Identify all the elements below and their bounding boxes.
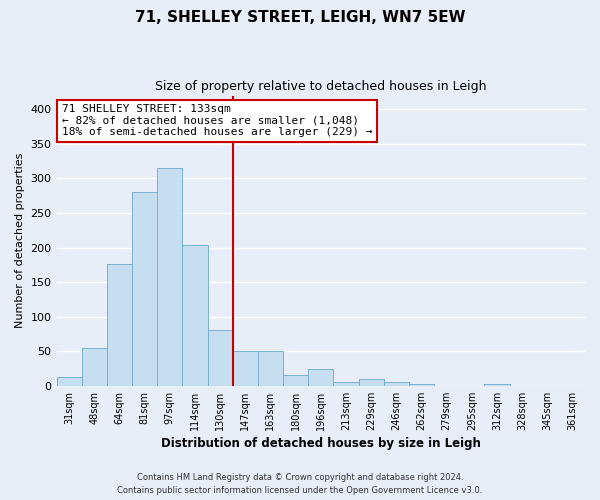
Bar	[182, 245, 208, 386]
Bar	[308, 368, 334, 386]
Text: 71 SHELLEY STREET: 133sqm
← 82% of detached houses are smaller (1,048)
18% of se: 71 SHELLEY STREET: 133sqm ← 82% of detac…	[62, 104, 373, 138]
Bar	[383, 382, 409, 386]
X-axis label: Distribution of detached houses by size in Leigh: Distribution of detached houses by size …	[161, 437, 481, 450]
Bar	[82, 348, 107, 386]
Text: 71, SHELLEY STREET, LEIGH, WN7 5EW: 71, SHELLEY STREET, LEIGH, WN7 5EW	[135, 10, 465, 25]
Bar	[409, 384, 434, 386]
Bar	[208, 330, 233, 386]
Bar	[233, 350, 258, 386]
Text: Contains HM Land Registry data © Crown copyright and database right 2024.
Contai: Contains HM Land Registry data © Crown c…	[118, 474, 482, 495]
Bar	[107, 264, 132, 386]
Y-axis label: Number of detached properties: Number of detached properties	[15, 153, 25, 328]
Bar	[283, 375, 308, 386]
Bar	[484, 384, 509, 386]
Title: Size of property relative to detached houses in Leigh: Size of property relative to detached ho…	[155, 80, 487, 93]
Bar	[359, 379, 383, 386]
Bar	[334, 382, 359, 386]
Bar	[157, 168, 182, 386]
Bar	[56, 377, 82, 386]
Bar	[258, 352, 283, 386]
Bar	[132, 192, 157, 386]
